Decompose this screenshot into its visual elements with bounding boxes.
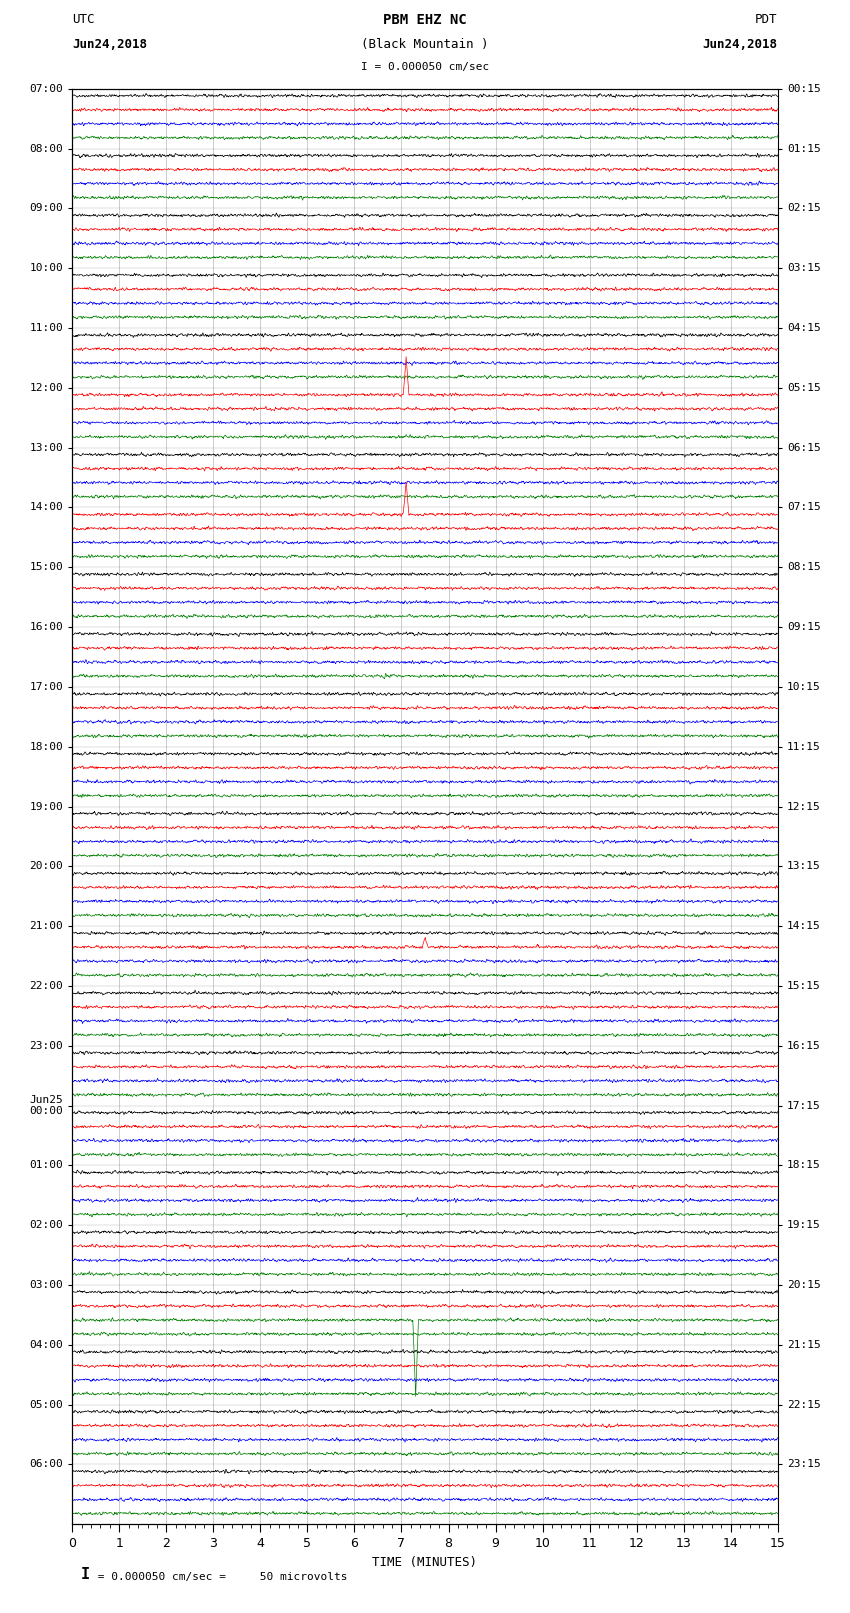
Text: = 0.000050 cm/sec =     50 microvolts: = 0.000050 cm/sec = 50 microvolts bbox=[91, 1573, 348, 1582]
Text: PDT: PDT bbox=[756, 13, 778, 26]
Text: I = 0.000050 cm/sec: I = 0.000050 cm/sec bbox=[361, 61, 489, 71]
Text: UTC: UTC bbox=[72, 13, 94, 26]
Text: I: I bbox=[81, 1566, 90, 1582]
X-axis label: TIME (MINUTES): TIME (MINUTES) bbox=[372, 1557, 478, 1569]
Text: PBM EHZ NC: PBM EHZ NC bbox=[383, 13, 467, 27]
Text: Jun24,2018: Jun24,2018 bbox=[703, 37, 778, 50]
Text: Jun24,2018: Jun24,2018 bbox=[72, 37, 147, 50]
Text: (Black Mountain ): (Black Mountain ) bbox=[361, 37, 489, 50]
